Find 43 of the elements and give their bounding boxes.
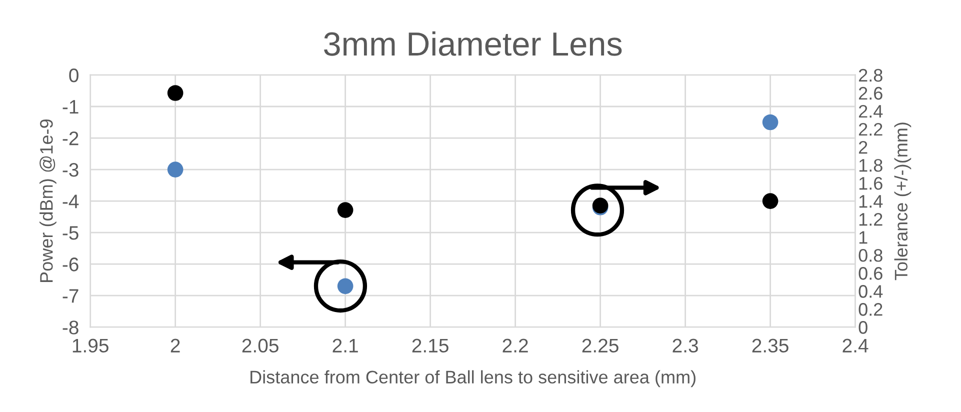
y-tick-label: -8: [62, 320, 78, 334]
point: [167, 162, 184, 178]
y-tick-label: -1: [62, 100, 78, 114]
y2-tick-label: 2: [858, 140, 868, 154]
y2-tick-label: 2.4: [858, 104, 883, 118]
x-tick-label: 2.1: [332, 338, 358, 352]
x-tick-label: 2.35: [752, 338, 788, 353]
point: [167, 85, 184, 101]
y-tick-label: -3: [62, 163, 78, 177]
x-tick-label: 2.15: [412, 338, 448, 353]
y-tick-label: -4: [62, 194, 79, 208]
point: [337, 202, 354, 218]
y2-tick-label: 0.8: [858, 249, 882, 262]
y2-tick-label: 2.8: [858, 68, 882, 82]
point: [762, 193, 778, 209]
y2-tick-label: 1.2: [859, 213, 882, 226]
x-tick-label: 2.4: [842, 338, 868, 352]
chart-title: 3mm Diameter Lens: [324, 31, 622, 56]
y-axis-title: Power (dBm) @1e-9: [40, 119, 56, 282]
y-tick-label: 0: [69, 68, 78, 82]
x-tick-label: 2.25: [582, 338, 618, 353]
x-tick-label: 2.3: [672, 338, 698, 353]
x-tick-label: 2.2: [502, 338, 528, 352]
y2-tick-label: 0.2: [858, 303, 882, 316]
y2-tick-label: 0.6: [858, 267, 882, 280]
y-tick-label: -5: [62, 226, 78, 240]
x-tick-label: 2: [170, 338, 180, 352]
y-tick-label: -6: [62, 258, 78, 272]
point: [762, 114, 778, 130]
y2-tick-label: 0.4: [858, 285, 883, 298]
y2-tick-label: 1.4: [859, 195, 883, 208]
y2-tick-label: 2.2: [858, 122, 882, 136]
y2-tick-label: 0: [858, 321, 868, 334]
x-tick-label: 1.95: [72, 338, 108, 353]
x-axis-title: Distance from Center of Ball lens to sensitive area (mm): [250, 370, 696, 388]
y2-tick-label: 1: [859, 231, 868, 244]
y-tick-label: -2: [62, 131, 78, 146]
y2-tick-label: 1.6: [859, 176, 882, 190]
y-tick-label: -7: [62, 289, 78, 303]
y2-axis-title: Tolerance (+/-)(mm): [894, 122, 912, 280]
y2-tick-label: 2.6: [858, 86, 882, 100]
x-tick-label: 2.05: [242, 338, 278, 353]
y2-tick-label: 1.8: [859, 158, 882, 172]
